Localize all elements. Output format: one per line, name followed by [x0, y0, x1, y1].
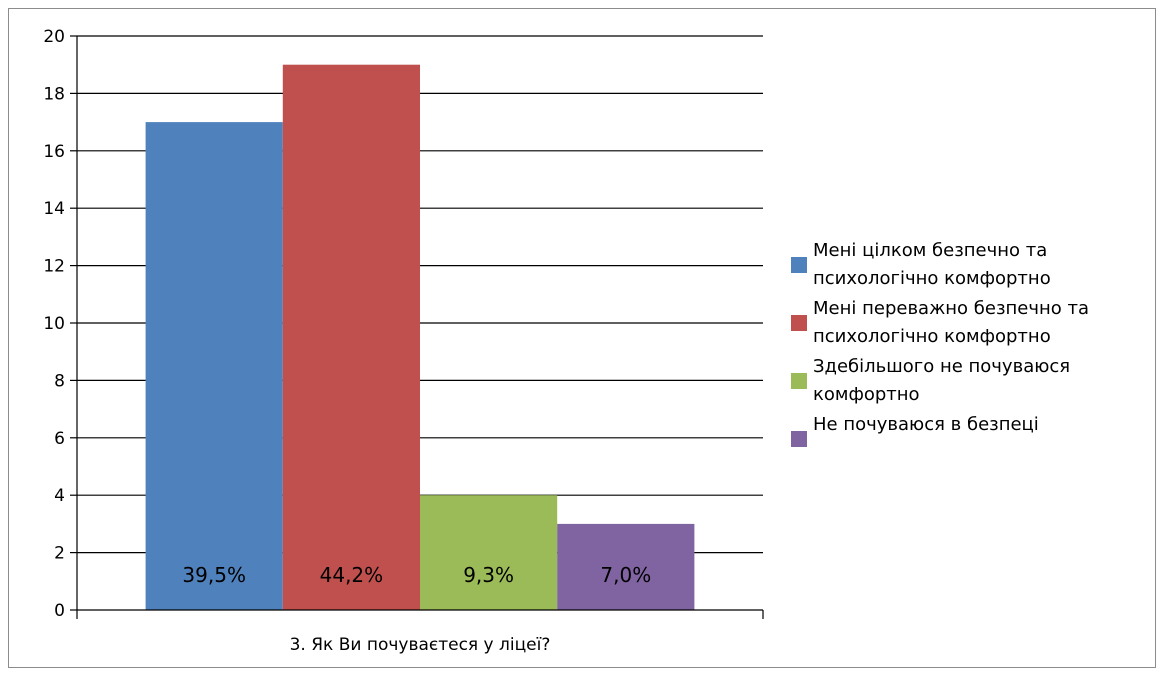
bar — [420, 495, 558, 610]
bars — [145, 64, 695, 610]
legend-label: Не почуваюся в безпеці — [813, 414, 1039, 435]
y-tick-label: 6 — [54, 429, 65, 449]
bar — [282, 64, 420, 610]
bar — [557, 523, 695, 610]
legend-label: психологічно комфортно — [813, 326, 1051, 347]
bar — [145, 122, 283, 610]
y-tick-label: 4 — [54, 486, 65, 506]
legend-entry: Не почуваюся в безпеці — [791, 414, 1039, 447]
y-tick-label: 10 — [43, 314, 65, 334]
y-tick-label: 8 — [54, 371, 65, 391]
legend-swatch — [791, 373, 807, 389]
data-label: 7,0% — [600, 563, 651, 587]
legend-label: Мені переважно безпечно та — [813, 298, 1089, 319]
legend-entry: Мені цілком безпечно та психологічно комф… — [791, 240, 1051, 289]
y-tick-label: 14 — [43, 199, 65, 219]
legend-swatch — [791, 315, 807, 331]
y-tick-label: 16 — [43, 142, 65, 162]
legend-label: Здебільшого не почуваюся — [813, 356, 1070, 377]
legend-entry: Мені переважно безпечно та психологічно к… — [791, 298, 1089, 347]
category-label: 3. Як Ви почуваєтеся у ліцеї? — [290, 635, 551, 655]
legend-swatch — [791, 431, 807, 447]
legend-label: комфортно — [813, 384, 920, 405]
legend-entry: Здебільшого не почуваюся комфортно — [791, 356, 1070, 405]
y-tick-label: 12 — [43, 257, 65, 277]
y-tick-label: 18 — [43, 84, 65, 104]
legend: Мені цілком безпечно та психологічно комф… — [791, 240, 1089, 447]
data-label: 39,5% — [182, 563, 246, 587]
y-tick-label: 2 — [54, 544, 65, 564]
legend-label: Мені цілком безпечно та — [813, 240, 1047, 261]
axes: 0 2 4 6 8 10 12 14 16 18 20 3. Як Ви почуваєтеся у … — [43, 27, 764, 655]
data-label: 9,3% — [463, 563, 514, 587]
data-label: 44,2% — [320, 563, 384, 587]
y-tick-label: 0 — [54, 601, 65, 621]
legend-label: психологічно комфортно — [813, 268, 1051, 289]
legend-swatch — [791, 257, 807, 273]
data-labels: 39,5% 44,2% 9,3% 7,0% — [182, 563, 651, 587]
y-tick-label: 20 — [43, 27, 65, 47]
